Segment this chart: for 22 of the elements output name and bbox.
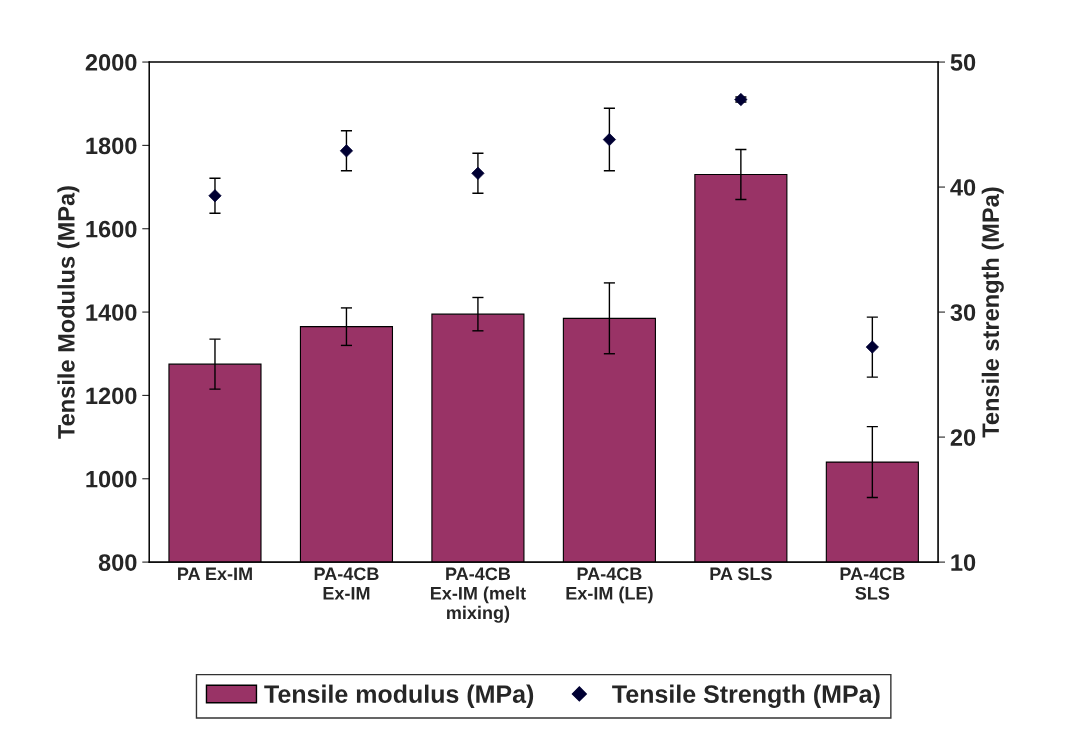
y-tick-label: 1600 bbox=[86, 220, 137, 238]
y-tick-label: 1800 bbox=[86, 137, 137, 155]
y2-tick-label: 50 bbox=[950, 54, 976, 71]
x-tick-label: PA-4CB SLS bbox=[840, 567, 905, 600]
legend-label: Tensile Strength (MPa) bbox=[612, 684, 880, 709]
x-tick-label: PA-4CB Ex-IM bbox=[314, 567, 379, 600]
y2-tick-label: 20 bbox=[950, 429, 976, 446]
y-tick-label: 1400 bbox=[86, 304, 137, 321]
y-tick-label: 800 bbox=[98, 554, 137, 571]
x-tick-label: PA Ex-IM bbox=[178, 567, 252, 581]
y-axis-title: Tensile Modulus (MPa) bbox=[57, 186, 80, 439]
x-tick-label: PA-4CB Ex-IM (melt mixing) bbox=[430, 567, 526, 623]
x-tick-label: PA-4CB Ex-IM (LE) bbox=[566, 567, 653, 604]
y2-tick-label: 40 bbox=[950, 179, 976, 196]
y-tick-label: 1200 bbox=[86, 387, 137, 405]
y2-tick-label: 30 bbox=[950, 304, 976, 321]
x-tick-label: PA SLS bbox=[710, 567, 772, 581]
legend-label: Tensile modulus (MPa) bbox=[264, 684, 534, 708]
y-tick-label: 2000 bbox=[85, 54, 137, 71]
y2-axis-title: Tensile strength (MPa) bbox=[981, 187, 1004, 438]
y-tick-label: 1000 bbox=[86, 470, 137, 488]
y2-tick-label: 10 bbox=[951, 554, 976, 571]
